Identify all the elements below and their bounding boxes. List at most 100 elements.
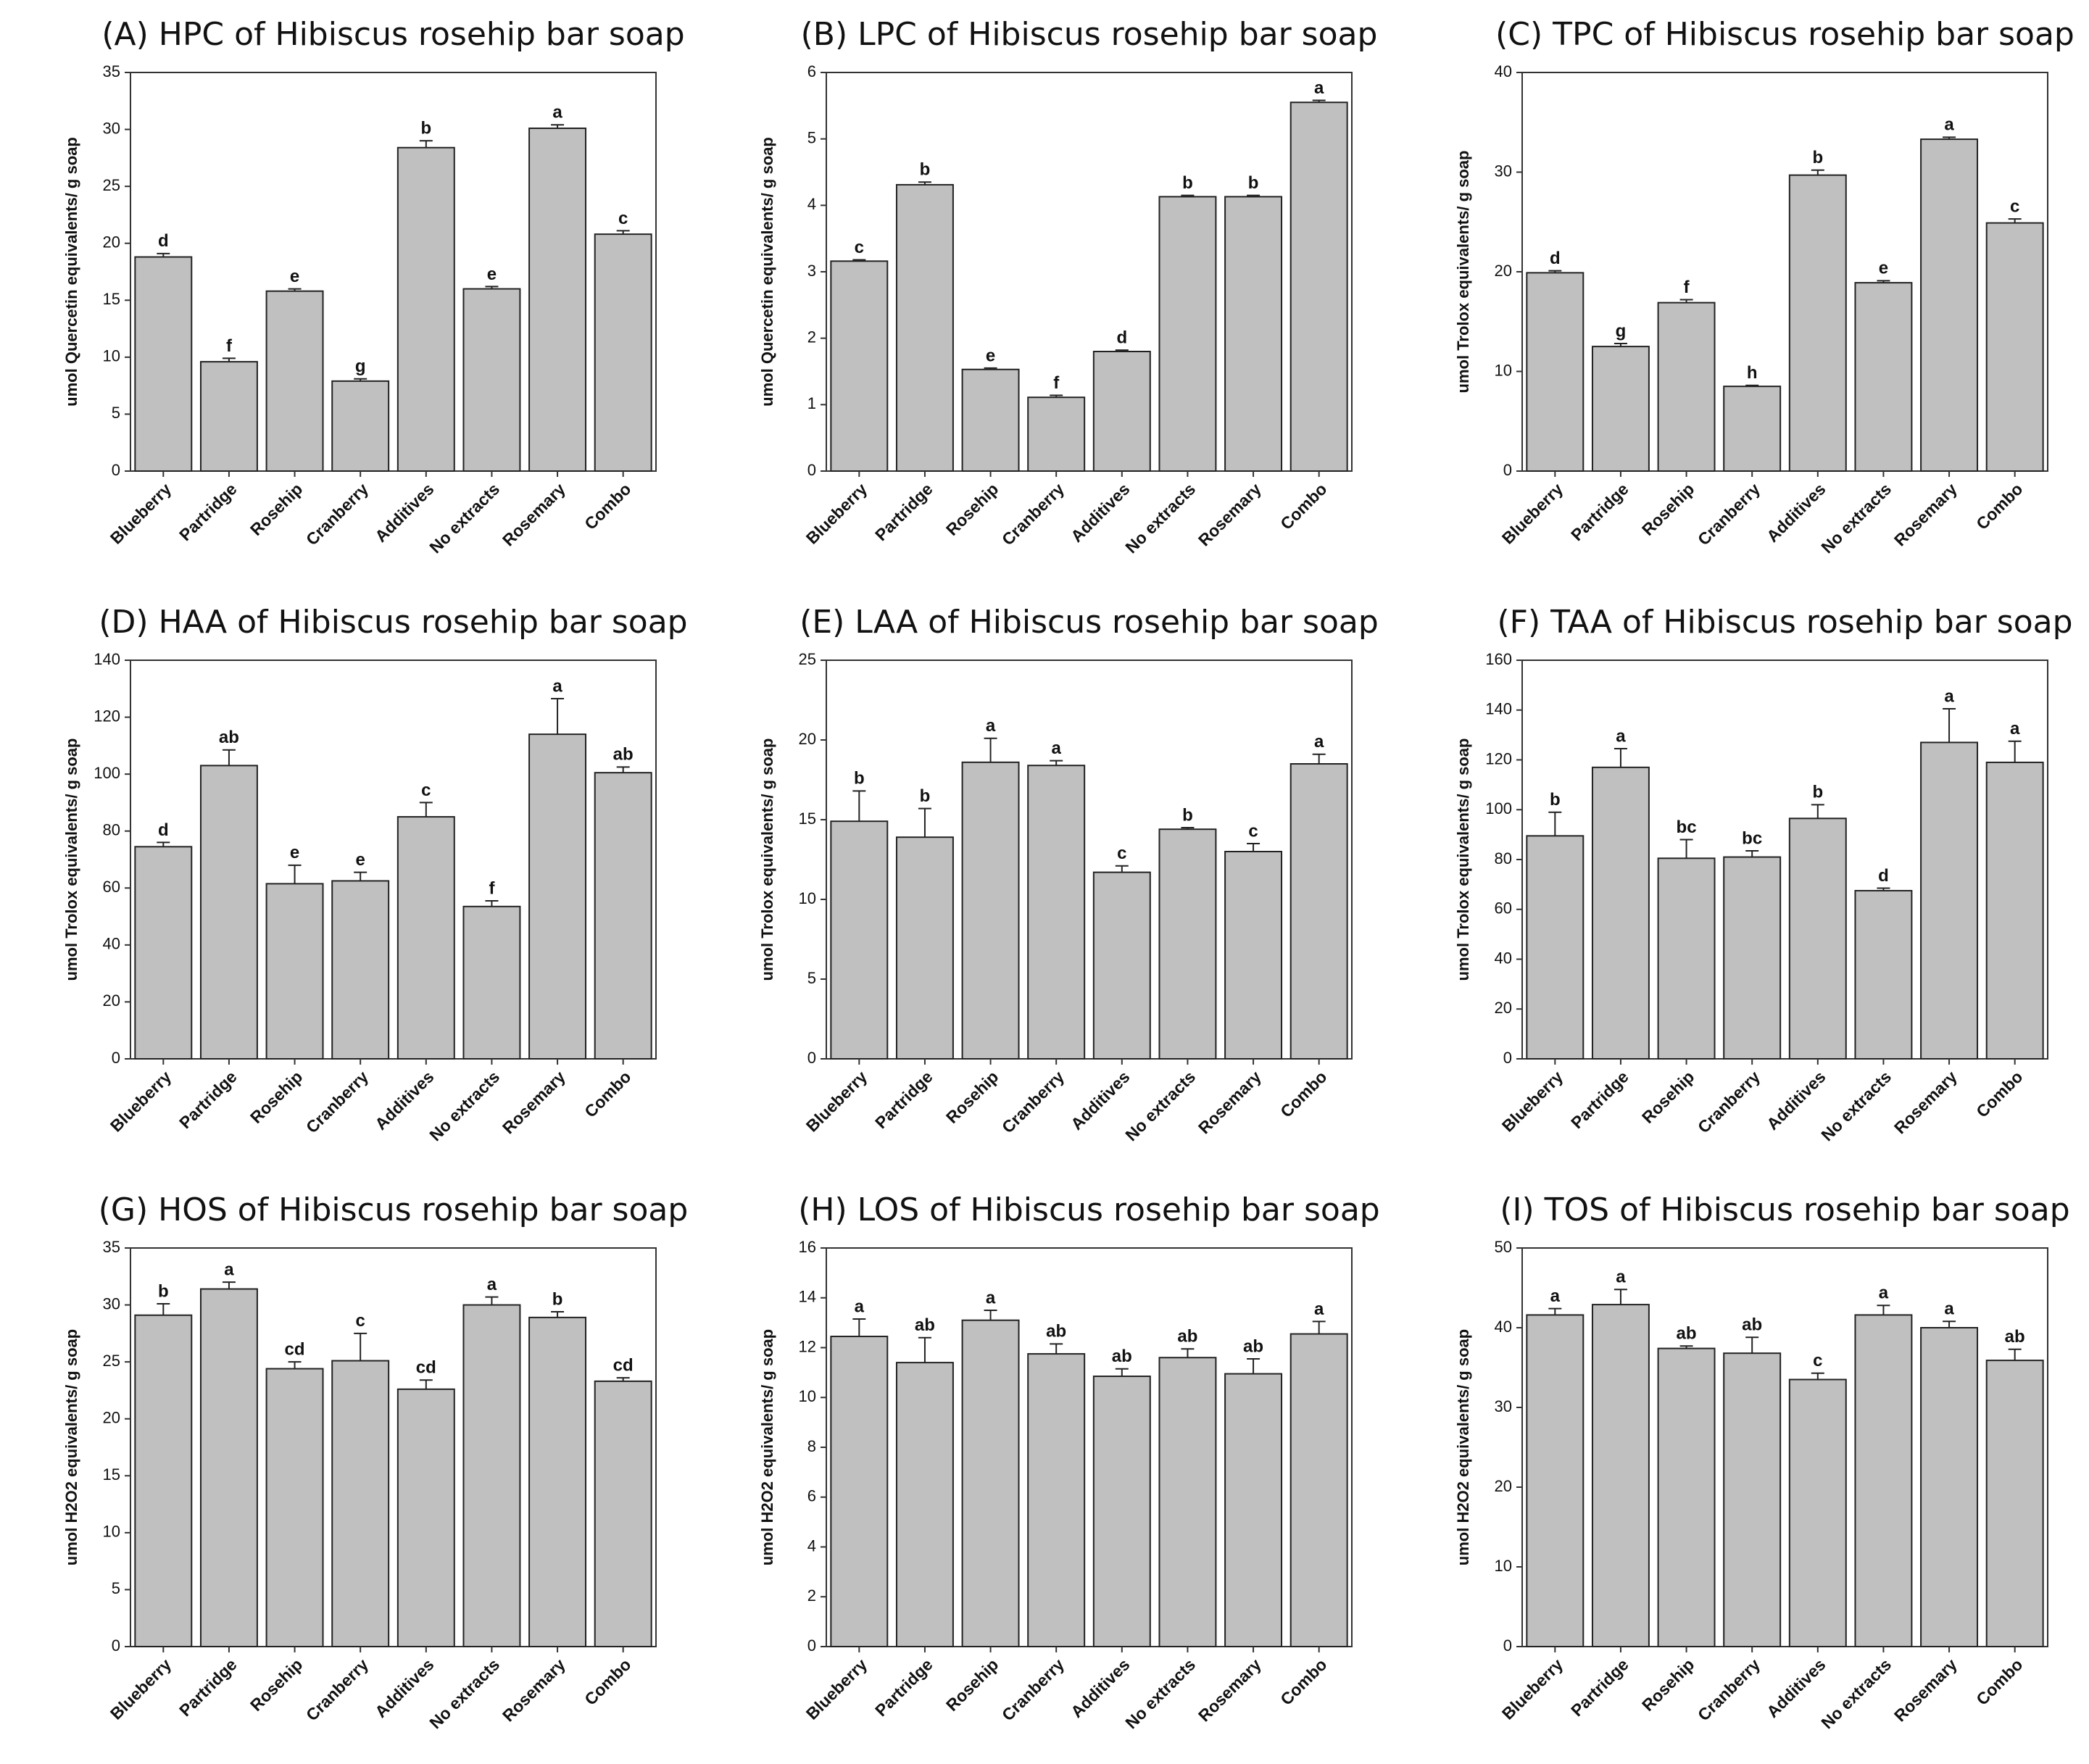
bar: [1657, 857, 1716, 1060]
error-bar: [1614, 748, 1627, 767]
x-tick-label: Cranberry: [998, 1067, 1068, 1136]
error-bar: [354, 871, 367, 881]
y-tick-label: 30: [103, 1294, 120, 1312]
significance-letter: ab: [1046, 1322, 1066, 1341]
y-tick-label: 20: [799, 730, 816, 748]
error-bar: [918, 181, 931, 185]
error-bar: [419, 802, 433, 817]
error-bar: [918, 807, 931, 838]
bar: [1289, 763, 1348, 1060]
bar: [331, 380, 390, 472]
error-bar: [1811, 804, 1824, 819]
x-tick-label: Rosemary: [499, 1067, 569, 1137]
x-tick-label: Combo: [581, 479, 634, 533]
error-bar: [222, 1281, 236, 1289]
bar: [528, 1316, 587, 1647]
significance-letter: e: [1879, 259, 1888, 278]
bar: [1920, 741, 1979, 1060]
error-bar: [157, 1303, 170, 1315]
x-tick-label: Additives: [1763, 1067, 1830, 1133]
bar: [396, 146, 455, 472]
y-tick-label: 35: [103, 1238, 120, 1256]
error-bar: [1943, 1320, 1956, 1328]
error-bar: [918, 1336, 931, 1363]
y-tick-label: 100: [1485, 799, 1512, 817]
bar: [1854, 889, 1913, 1060]
significance-letter: a: [1879, 1284, 1889, 1303]
y-tick-label: 1: [807, 394, 816, 412]
significance-letter: cd: [613, 1355, 634, 1375]
y-tick-label: 20: [1495, 1477, 1512, 1495]
x-tick-label: Blueberry: [802, 1655, 871, 1723]
y-tick-label: 12: [799, 1337, 816, 1355]
x-tick-label: Cranberry: [1694, 1067, 1764, 1136]
error-bar: [157, 252, 170, 257]
x-tick-label: No extracts: [1817, 479, 1895, 557]
error-bar: [485, 899, 499, 907]
significance-letter: e: [290, 267, 299, 286]
x-tick-label: Blueberry: [802, 479, 871, 547]
error-bar: [288, 1361, 302, 1369]
significance-letter: a: [1550, 1286, 1561, 1306]
significance-letter: b: [1550, 790, 1561, 810]
x-tick-label: Partridge: [871, 1655, 936, 1720]
significance-letter: a: [487, 1275, 497, 1294]
chart-title: (D) HAA of Hibiscus rosehip bar soap: [99, 604, 687, 641]
x-tick-label: Additives: [1067, 479, 1134, 546]
significance-letter: b: [420, 119, 431, 138]
x-tick-label: Rosehip: [1638, 1067, 1698, 1127]
significance-letter: c: [2010, 196, 2019, 216]
error-bar: [984, 367, 997, 370]
error-bar: [1614, 343, 1627, 347]
bar: [528, 733, 587, 1060]
error-bar: [157, 841, 170, 847]
error-bar: [222, 749, 236, 766]
significance-letter: ab: [1112, 1347, 1132, 1366]
y-axis-label: umol Trolox equivalents/ g soap: [62, 739, 80, 981]
chart-panel: (H) LOS of Hibiscus rosehip bar soap umol…: [758, 1191, 1380, 1732]
error-bar: [1548, 270, 1562, 273]
error-bar: [852, 259, 866, 262]
bar: [1224, 1373, 1283, 1647]
x-tick-label: No extracts: [425, 1067, 503, 1144]
bar: [1224, 851, 1283, 1060]
error-bar: [419, 140, 433, 148]
x-tick-label: Additives: [371, 1655, 438, 1721]
significance-letter: g: [1616, 321, 1627, 341]
x-tick-label: Rosehip: [942, 1067, 1002, 1127]
bar: [1591, 766, 1650, 1060]
bar: [1289, 1333, 1348, 1647]
bar: [1591, 346, 1650, 472]
bar: [830, 820, 889, 1060]
y-tick-label: 100: [94, 764, 120, 782]
y-tick-label: 20: [1495, 262, 1512, 280]
bar: [1526, 272, 1585, 472]
y-tick-label: 40: [1495, 62, 1512, 80]
bar: [1092, 1376, 1151, 1647]
bar: [265, 290, 324, 473]
y-tick-label: 2: [807, 1586, 816, 1605]
x-tick-label: Partridge: [1567, 479, 1632, 544]
error-bar: [1548, 1307, 1562, 1315]
error-bar: [1877, 1305, 1890, 1315]
x-tick-label: Cranberry: [1694, 1655, 1764, 1724]
significance-letter: c: [356, 1311, 365, 1331]
significance-letter: d: [1550, 249, 1561, 268]
y-tick-label: 120: [94, 707, 120, 725]
significance-letter: b: [1182, 805, 1193, 825]
bar: [1985, 761, 2044, 1060]
bar: [462, 1304, 521, 1647]
x-tick-label: Cranberry: [998, 479, 1068, 549]
bar: [961, 761, 1020, 1060]
y-tick-label: 15: [103, 1465, 120, 1484]
significance-letter: b: [158, 1281, 169, 1301]
x-tick-label: Rosehip: [246, 1067, 307, 1127]
y-tick-label: 10: [103, 1523, 120, 1541]
significance-letter: e: [356, 850, 365, 870]
y-tick-label: 3: [807, 262, 816, 280]
x-tick-label: Additives: [371, 1067, 438, 1133]
y-tick-label: 10: [799, 889, 816, 907]
bar: [1289, 101, 1348, 472]
chart-title: (E) LAA of Hibiscus rosehip bar soap: [800, 604, 1379, 641]
